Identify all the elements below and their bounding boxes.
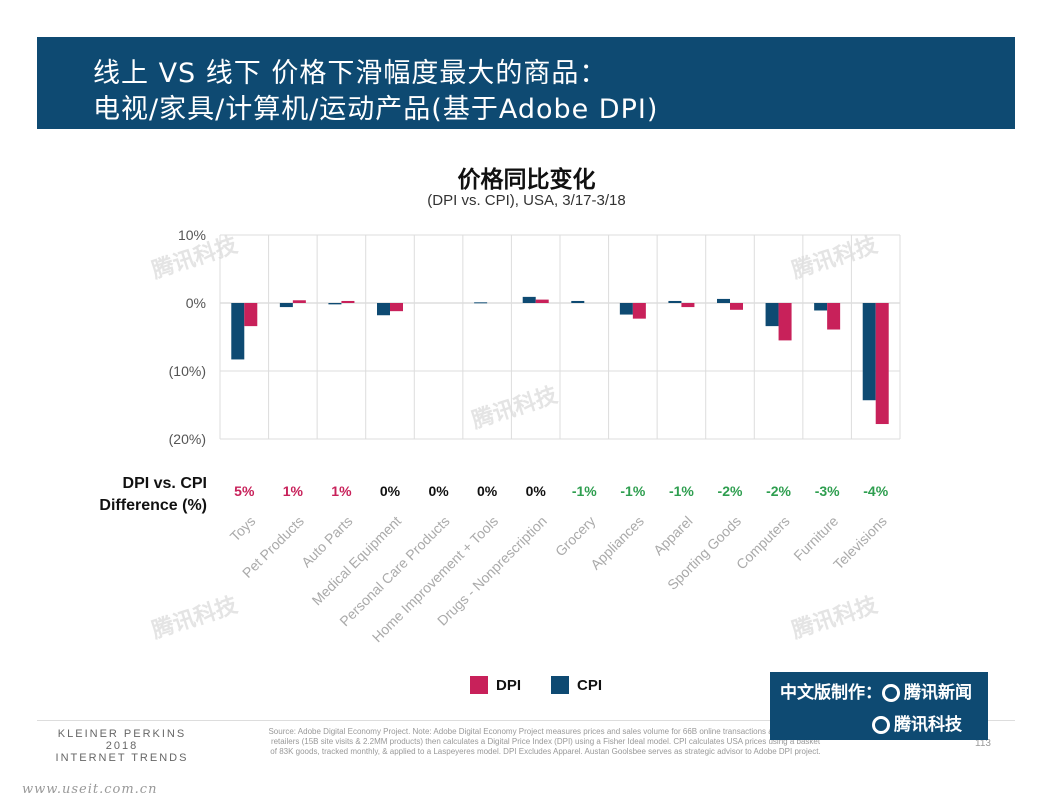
bar-dpi	[875, 303, 889, 425]
bar-cpi	[668, 300, 682, 303]
difference-row-subtitle: Difference (%)	[99, 497, 207, 514]
legend-label-cpi: CPI	[577, 676, 603, 694]
x-tick-label: Toys	[227, 513, 259, 545]
bar-cpi	[619, 303, 633, 315]
tencent-logo-icon	[872, 716, 890, 734]
bar-cpi	[377, 303, 390, 316]
bar-cpi	[522, 296, 536, 303]
credit-row-2: 腾讯科技	[872, 710, 962, 735]
credit-badge: 中文版制作： 腾讯新闻 腾讯科技	[770, 672, 988, 740]
difference-label: 5%	[234, 483, 255, 499]
site-watermark: www.useit.com.cn	[22, 782, 158, 797]
chart-title: 价格同比变化	[457, 167, 596, 193]
x-tick-label: Grocery	[552, 513, 599, 560]
bar-dpi	[341, 300, 355, 303]
x-tick-label: Apparel	[650, 513, 695, 558]
credit-row-1: 中文版制作： 腾讯新闻	[780, 678, 972, 703]
difference-label: -2%	[766, 483, 791, 499]
legend-swatch-dpi	[470, 676, 488, 694]
bar-dpi	[390, 303, 403, 312]
difference-label: 0%	[477, 483, 498, 499]
footer-divider	[37, 720, 1015, 721]
bar-cpi	[765, 303, 779, 327]
credit-org2: 腾讯科技	[894, 715, 962, 735]
bar-cpi	[279, 303, 293, 308]
credit-prefix: 中文版制作：	[780, 683, 882, 703]
difference-label: 1%	[283, 483, 304, 499]
x-tick-label: Appliances	[587, 513, 647, 573]
y-tick-label: (20%)	[169, 431, 206, 447]
bar-cpi	[328, 303, 342, 305]
page-title-line2: 电视/家具/计算机/运动产品(基于Adobe DPI)	[93, 94, 659, 125]
page-number: 113	[975, 738, 991, 749]
bar-cpi	[862, 303, 876, 401]
difference-label: -1%	[572, 483, 597, 499]
bar-dpi	[827, 303, 841, 330]
x-tick-label: Computers	[733, 513, 793, 573]
bar-dpi	[778, 303, 792, 341]
chart-legend: DPI CPI	[470, 676, 624, 694]
difference-row-title: DPI vs. CPI	[123, 475, 207, 492]
bar-cpi	[474, 302, 488, 304]
difference-label: -1%	[620, 483, 645, 499]
x-tick-label: Furniture	[790, 513, 841, 564]
bar-cpi	[717, 298, 730, 303]
y-tick-label: 0%	[186, 295, 206, 311]
x-tick-label: Medical Equipment	[309, 513, 405, 609]
difference-label: -2%	[718, 483, 743, 499]
chart-subtitle: (DPI vs. CPI), USA, 3/17-3/18	[427, 192, 626, 209]
difference-label: 0%	[380, 483, 401, 499]
difference-label: 0%	[428, 483, 449, 499]
brand-name: KLEINER PERKINS	[57, 728, 187, 740]
source-note: Source: Adobe Digital Economy Project. N…	[268, 727, 823, 756]
legend-item-dpi: DPI	[470, 676, 521, 694]
title-banner: 线上 VS 线下 价格下滑幅度最大的商品： 电视/家具/计算机/运动产品(基于A…	[37, 37, 1015, 129]
brand-block: KLEINER PERKINS 2018 INTERNET TRENDS	[52, 728, 192, 764]
bar-dpi	[535, 299, 549, 303]
x-tick-label: Televisions	[830, 513, 890, 573]
y-tick-label: 10%	[178, 227, 206, 243]
brand-year: 2018	[105, 740, 139, 752]
bar-dpi	[244, 303, 258, 327]
bar-dpi	[681, 303, 695, 308]
bar-dpi	[292, 300, 306, 303]
legend-item-cpi: CPI	[551, 676, 602, 694]
page-title-line1: 线上 VS 线下 价格下滑幅度最大的商品：	[93, 58, 608, 89]
bar-cpi	[571, 300, 585, 303]
y-tick-label: (10%)	[169, 363, 206, 379]
difference-label: 0%	[526, 483, 547, 499]
legend-swatch-cpi	[551, 676, 570, 694]
bar-dpi	[632, 303, 646, 319]
difference-label: -3%	[815, 483, 840, 499]
difference-label: -4%	[863, 483, 888, 499]
brand-report: INTERNET TRENDS	[55, 752, 189, 764]
bar-cpi	[231, 303, 245, 360]
credit-org1: 腾讯新闻	[904, 683, 972, 703]
bar-dpi	[730, 303, 743, 310]
difference-label: -1%	[669, 483, 694, 499]
tencent-logo-icon	[882, 684, 900, 702]
bar-cpi	[814, 303, 828, 311]
difference-label: 1%	[331, 483, 352, 499]
legend-label-dpi: DPI	[496, 676, 522, 694]
